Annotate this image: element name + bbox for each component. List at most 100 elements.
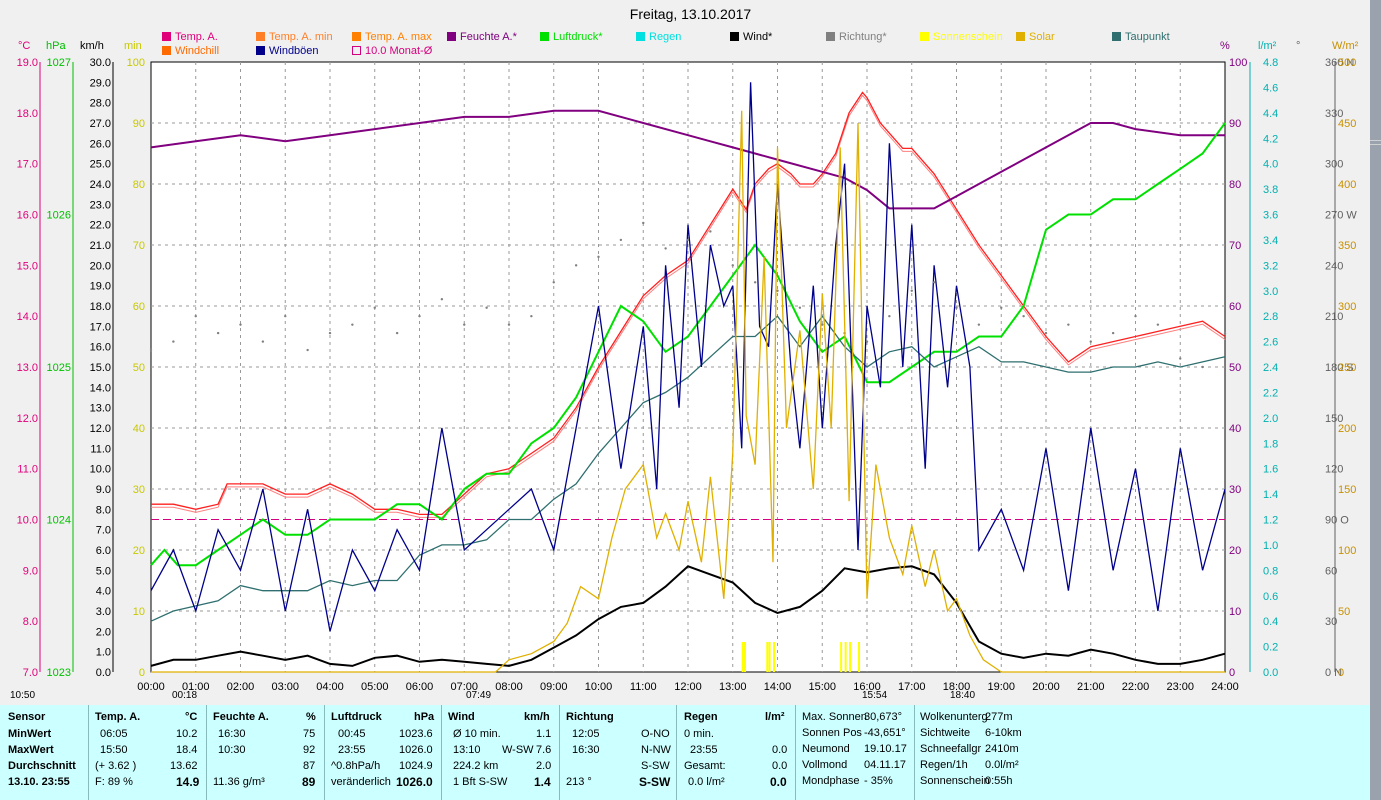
time-tick-label: 04:00: [316, 681, 344, 693]
direction-tick-label: 210: [1325, 311, 1343, 323]
wind-tick-label: 15.0: [90, 362, 111, 374]
direction-point: [351, 323, 354, 326]
sun-min-tick-label: 20: [133, 545, 145, 557]
direction-point: [910, 289, 913, 292]
rain-tick-label: 1.8: [1263, 438, 1278, 450]
sun-moon-markers: 10:50 00:18 07:49 15:54 18:40: [0, 690, 1381, 704]
temp-tick-label: 18.0: [17, 108, 38, 120]
direction-point: [731, 264, 734, 267]
temp-tick-label: 17.0: [17, 159, 38, 171]
time-tick-label: 01:00: [182, 681, 210, 693]
solar-tick-label: 250: [1338, 362, 1356, 374]
hum-abs: 11.36 g/m³: [213, 776, 265, 788]
wind-tick-label: 22.0: [90, 220, 111, 232]
rain-tick-label: 0.6: [1263, 591, 1278, 603]
humidity-axis-unit: %: [1220, 40, 1230, 52]
humidity-tick-label: 30: [1229, 484, 1241, 496]
rain-tick-label: 0.8: [1263, 565, 1278, 577]
wind-tick-label: 11.0: [90, 443, 111, 455]
legend-label: Luftdruck*: [553, 31, 603, 43]
sun-min-tick-label: 100: [127, 57, 145, 69]
wind-avg-label: Ø 10 min.: [453, 728, 501, 740]
rain-tick-label: 4.0: [1263, 159, 1278, 171]
temp-min-value: 10.2: [176, 728, 198, 740]
legend-item: Wind*: [730, 31, 772, 43]
time-tick-label: 00:00: [137, 681, 165, 693]
wind-tick-label: 21.0: [90, 240, 111, 252]
wind-tick-label: 20.0: [90, 260, 111, 272]
pressure-tick-label: 1025: [47, 362, 71, 374]
astro-value: 30,673°: [864, 711, 903, 723]
direction-point: [821, 323, 824, 326]
temp-tick-label: 16.0: [17, 210, 38, 222]
solar-tick-label: 350: [1338, 240, 1356, 252]
series-line-taupunkt: [150, 315, 1226, 622]
wind-tick-label: 27.0: [90, 118, 111, 130]
wind-tick-label: 3.0: [96, 606, 111, 618]
wind-tick-label: 26.0: [90, 138, 111, 150]
misc-label: Schneefallgr: [920, 743, 982, 755]
time-tick-label: 19:00: [987, 681, 1015, 693]
direction-point: [888, 314, 891, 318]
series-line-wind: [150, 565, 1226, 667]
series-line-feuchtea: [150, 109, 1225, 210]
rain-tick-label: 3.0: [1263, 286, 1278, 298]
solar-tick-label: 0: [1338, 667, 1344, 679]
rain-tick-label: 2.0: [1263, 413, 1278, 425]
misc-label: Sichtweite: [920, 727, 971, 739]
misc-value: 2410m: [985, 743, 1019, 755]
astro-label: Vollmond: [802, 759, 848, 771]
sunshine-bar: [840, 642, 843, 672]
legend-label: Sonnenschein: [933, 31, 1003, 43]
misc-label: Regen/1h: [920, 759, 968, 771]
legend-swatch: [1016, 32, 1025, 41]
astro-label: Sonnen Pos: [802, 727, 862, 739]
legend-swatch: [636, 32, 645, 41]
wind-max-dir: W-SW: [502, 744, 534, 756]
temp-tick-label: 14.0: [17, 311, 38, 323]
scroll-sidebar[interactable]: [1370, 0, 1381, 800]
sun-min-tick-label: 30: [133, 484, 145, 496]
time-tick-label: 21:00: [1077, 681, 1105, 693]
press-header: Luftdruck: [331, 711, 382, 723]
rain-current-value: 0.0: [770, 775, 787, 789]
rain-tick-label: 1.4: [1263, 489, 1278, 501]
direction-point: [1134, 314, 1137, 318]
misc-label: Wolkenunterg: [920, 711, 988, 723]
direction-tick-label: 270 W: [1325, 210, 1357, 222]
wind-mean-value: 2.0: [536, 760, 552, 772]
legend-item: Luftdruck*: [540, 31, 603, 43]
solar-tick-label: 200: [1338, 423, 1356, 435]
series-line-windben: [150, 82, 1226, 632]
sunshine-bar: [849, 642, 852, 672]
rain-tick-label: 1.0: [1263, 540, 1278, 552]
temp-current-hum: F: 89 %: [95, 776, 133, 788]
sunshine-bar: [768, 642, 771, 672]
direction-point: [686, 238, 690, 242]
wind-tick-label: 0.0: [96, 667, 111, 679]
direction-point: [753, 281, 757, 284]
wind-header: Wind: [448, 711, 475, 723]
direction-point: [149, 348, 153, 352]
legend-label: Solar: [1029, 31, 1055, 43]
direction-point: [261, 340, 265, 343]
time-tick-label: 24:00: [1211, 681, 1239, 693]
chart-title: Freitag, 13.10.2017: [629, 6, 752, 22]
summary-panel: Sensor MinWert MaxWert Durchschnitt 13.1…: [0, 705, 1370, 800]
rain-tick-label: 2.2: [1263, 387, 1278, 399]
dir-current-value: S-SW: [639, 775, 671, 789]
humidity-tick-label: 70: [1229, 240, 1241, 252]
legend-label: Windböen: [269, 45, 319, 57]
wind-current-value: 1.4: [534, 775, 551, 789]
sensor-header: Sensor: [8, 711, 46, 723]
humidity-tick-label: 90: [1229, 118, 1241, 130]
solar-tick-label: 450: [1338, 118, 1356, 130]
time-tick-label: 09:00: [540, 681, 568, 693]
legend-swatch: [352, 32, 361, 41]
sun-min-tick-label: 0: [139, 667, 145, 679]
humidity-tick-label: 50: [1229, 362, 1241, 374]
direction-tick-label: 30: [1325, 616, 1337, 628]
hum-avg-value: 87: [303, 760, 316, 772]
rain-tick-label: 4.6: [1263, 82, 1278, 94]
rain-tick-label: 3.2: [1263, 260, 1278, 272]
